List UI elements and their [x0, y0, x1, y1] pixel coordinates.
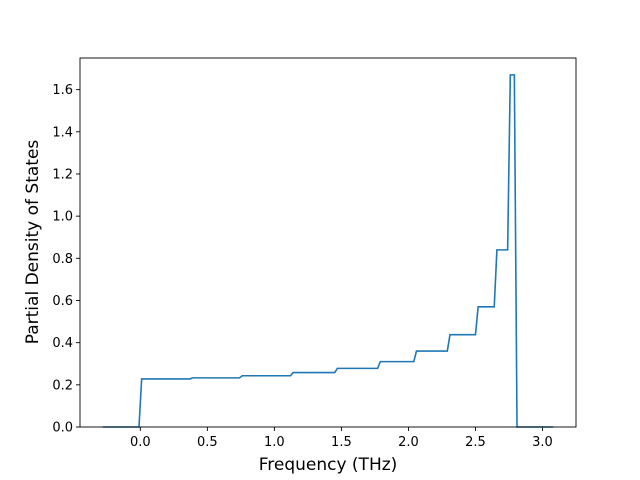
y-tick-label: 1.2 [52, 167, 73, 182]
y-tick-label: 0.4 [52, 336, 73, 351]
y-tick-label: 0.6 [52, 294, 73, 309]
x-tick-label: 0.5 [197, 435, 218, 450]
x-axis-label: Frequency (THz) [259, 455, 398, 475]
plot-area [80, 58, 576, 427]
x-tick-label: 2.5 [465, 435, 486, 450]
x-tick-label: 3.0 [532, 435, 553, 450]
y-tick-label: 0.0 [52, 421, 73, 436]
x-tick-label: 1.5 [331, 435, 352, 450]
y-axis-label: Partial Density of States [23, 140, 43, 345]
pdos-line [102, 74, 554, 428]
x-tick-label: 1.0 [264, 435, 285, 450]
y-tick-label: 1.4 [52, 125, 73, 140]
plot-frame [79, 57, 577, 428]
axis-ticks: 0.0 0.5 1.0 1.5 2.0 2.5 3.0 0.0 0.2 0.4 0.6 0.8 1.0 1… [52, 83, 553, 450]
y-tick-label: 0.8 [52, 252, 73, 267]
x-tick-label: 2.0 [398, 435, 419, 450]
x-tick-label: 0.0 [130, 435, 151, 450]
y-tick-label: 1.6 [52, 83, 73, 98]
y-tick-label: 0.2 [52, 378, 73, 393]
y-tick-label: 1.0 [52, 210, 73, 225]
